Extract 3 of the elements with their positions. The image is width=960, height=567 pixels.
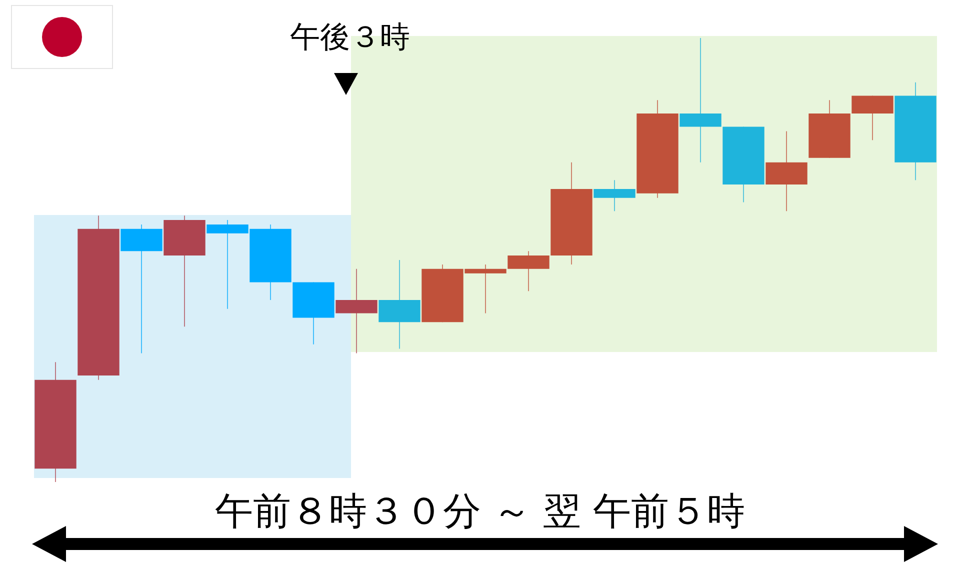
candlestick [680, 38, 722, 163]
annotation: 午後３時 [289, 20, 411, 56]
text: 午前８時３０分 ～ 翌 午前５時 [214, 488, 746, 534]
